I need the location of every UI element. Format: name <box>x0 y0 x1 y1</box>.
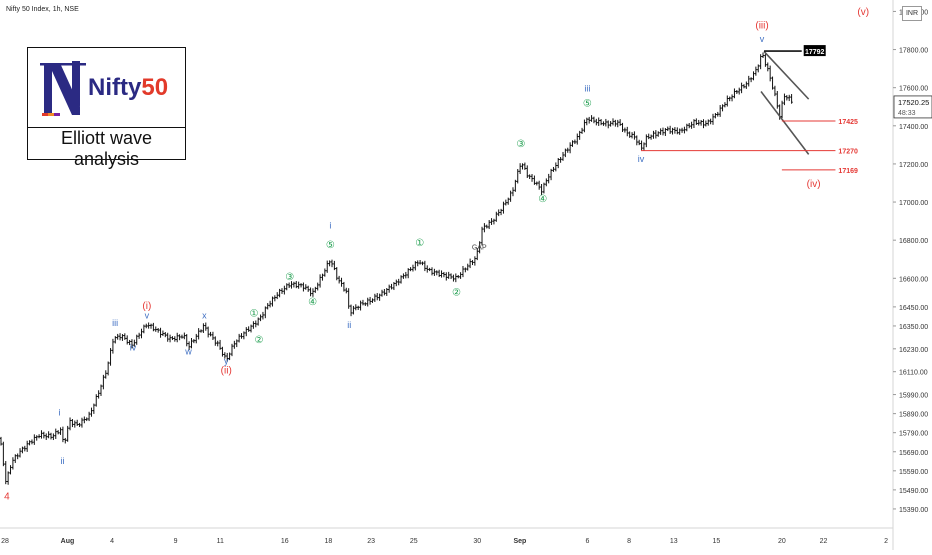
x-tick-label: Sep <box>514 538 527 545</box>
y-tick-label: 16350.00 <box>899 324 928 331</box>
wave-label-minor: x <box>202 310 207 320</box>
wave-label-primary: 5 <box>860 0 866 3</box>
y-tick-label: 17400.00 <box>899 124 928 131</box>
nifty-logo-icon <box>40 61 86 116</box>
x-tick-label: 18 <box>325 538 333 545</box>
level-label-17169: 17169 <box>838 168 858 175</box>
wave-label-minor: ii <box>61 456 65 466</box>
x-tick-label: 13 <box>670 538 678 545</box>
brand-logo-box: Nifty50 Elliott wave analysis <box>27 47 186 169</box>
x-tick-label: 25 <box>410 538 418 545</box>
y-tick-label: 15590.00 <box>899 469 928 476</box>
y-tick-label: 16110.00 <box>899 370 928 377</box>
level-badge-17792 <box>803 45 826 57</box>
channel-lower-line <box>760 91 810 155</box>
last-price-countdown: 48:33 <box>898 110 916 117</box>
wave-label-minute: ④ <box>538 194 547 205</box>
channel-upper-line <box>763 50 810 100</box>
y-tick-label: 15790.00 <box>899 431 928 438</box>
x-tick-label: Aug <box>61 538 75 545</box>
wave-label-minor: w <box>184 347 192 357</box>
chart-title: Nifty 50 Index, 1h, NSE <box>6 6 79 13</box>
y-tick-label: 16600.00 <box>899 276 928 283</box>
y-tick-label: 17800.00 <box>899 48 928 55</box>
wave-label-primary: (v) <box>857 7 869 18</box>
y-tick-label: 17000.00 <box>899 200 928 207</box>
y-tick-label: 15990.00 <box>899 393 928 400</box>
x-tick-label: 15 <box>712 538 720 545</box>
wave-label-minute: ③ <box>516 139 525 150</box>
currency-badge[interactable]: INR <box>902 6 922 21</box>
logo-wordmark: Nifty50 <box>88 74 168 102</box>
wave-label-minute: ① <box>415 238 424 249</box>
wave-label-minute: ⑤ <box>583 99 592 110</box>
wave-label-minor: iii <box>584 83 590 93</box>
x-tick-label: 6 <box>585 538 589 545</box>
level-label-17270: 17270 <box>838 149 858 156</box>
wave-label-minute: ② <box>452 287 461 298</box>
wave-label-minute: ④ <box>308 297 317 308</box>
wave-label-minor: v <box>145 310 150 320</box>
x-tick-label: 16 <box>281 538 289 545</box>
wave-label-primary: (ii) <box>221 366 232 377</box>
wave-label-primary: (iv) <box>807 179 821 190</box>
y-tick-label: 15490.00 <box>899 488 928 495</box>
wave-label-minor: i <box>59 408 61 418</box>
wave-label-minute: ① <box>250 308 259 319</box>
x-tick-label: 8 <box>627 538 631 545</box>
wave-label-minute: ③ <box>285 272 294 283</box>
level-label-17425: 17425 <box>838 119 858 126</box>
logo-mark-area: Nifty50 <box>28 48 185 128</box>
last-price-value: 17520.25 <box>898 98 929 107</box>
y-tick-label: 16230.00 <box>899 347 928 354</box>
y-tick-label: 15890.00 <box>899 412 928 419</box>
wave-label-minute: ⑤ <box>326 240 335 251</box>
wave-label-primary: (i) <box>142 301 151 312</box>
wave-label-primary: 4 <box>4 491 10 502</box>
x-tick-label: 9 <box>174 538 178 545</box>
wave-label-minor: y <box>224 356 229 366</box>
x-tick-label: 11 <box>217 538 224 545</box>
y-tick-label: 15390.00 <box>899 507 928 514</box>
y-tick-label: 17200.00 <box>899 162 928 169</box>
x-tick-label: 28 <box>1 538 9 545</box>
x-tick-label: 2 <box>884 538 888 545</box>
wave-label-note: GAP <box>472 245 487 252</box>
level-label-17792: 17792 <box>805 49 825 56</box>
wave-label-primary: (iii) <box>755 21 768 32</box>
x-tick-label: 4 <box>110 538 114 545</box>
last-price-badge <box>893 95 932 119</box>
x-tick-label: 23 <box>367 538 375 545</box>
logo-word-part2: 50 <box>141 74 169 101</box>
y-tick-label: 16800.00 <box>899 238 928 245</box>
wave-label-minor: iii <box>112 318 118 328</box>
wave-label-minute: ② <box>254 335 263 346</box>
wave-label-minor: v <box>760 34 765 44</box>
wave-label-minor: i <box>329 221 331 231</box>
wave-label-minor: iv <box>638 154 645 164</box>
wave-label-minor: ii <box>347 320 351 330</box>
x-tick-label: 22 <box>820 538 828 545</box>
wave-label-minor: iv <box>130 343 137 353</box>
logo-caption: Elliott wave analysis <box>60 128 153 169</box>
x-tick-label: 30 <box>473 538 481 545</box>
y-tick-label: 17600.00 <box>899 86 928 93</box>
logo-word-part1: Nifty <box>88 74 142 101</box>
y-tick-label: 16450.00 <box>899 305 928 312</box>
x-tick-label: 20 <box>778 538 786 545</box>
y-tick-label: 15690.00 <box>899 450 928 457</box>
